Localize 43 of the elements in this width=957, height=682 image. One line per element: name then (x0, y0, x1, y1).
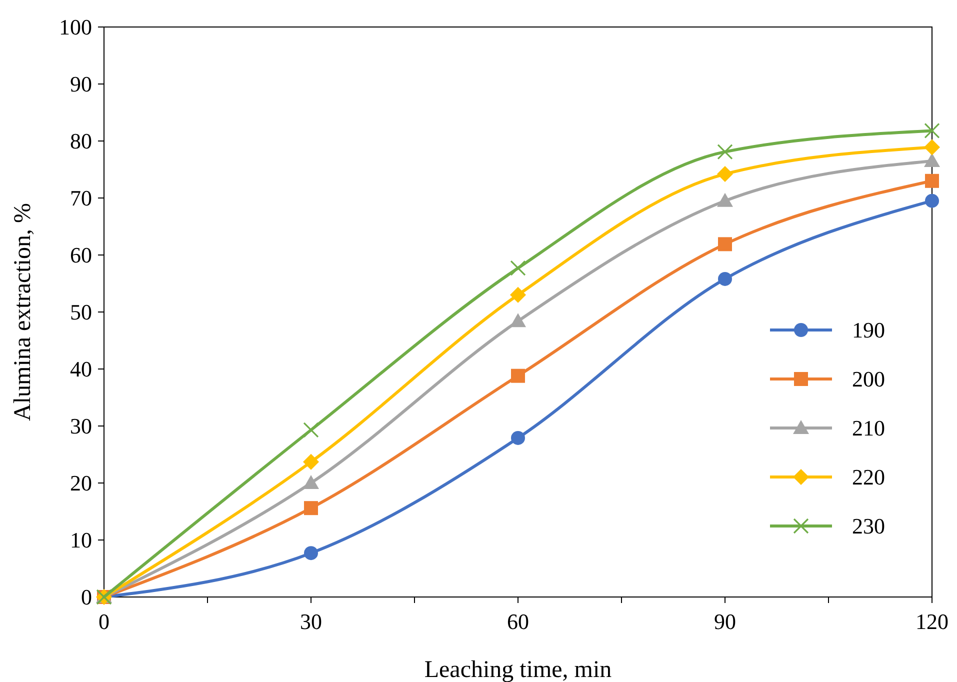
point (718, 272, 732, 286)
point (511, 368, 525, 383)
point (717, 166, 733, 182)
point (925, 174, 939, 188)
point (511, 430, 525, 445)
y-tick-label: 40 (70, 356, 92, 382)
point (510, 286, 526, 303)
point (510, 313, 526, 328)
point (304, 546, 318, 560)
x-tick-label: 90 (714, 609, 736, 634)
y-tick-label: 100 (59, 14, 92, 40)
legend-label: 190 (852, 318, 885, 343)
x-tick-label: 30 (300, 609, 322, 634)
legend-label: 210 (852, 416, 885, 441)
point (510, 260, 526, 276)
point (925, 194, 939, 208)
x-tick-label: 0 (98, 609, 110, 634)
point (718, 237, 732, 252)
point (303, 454, 319, 470)
y-tick-label: 80 (70, 128, 92, 154)
y-tick-label: 30 (70, 414, 92, 439)
point (924, 139, 940, 156)
y-tick-label: 50 (70, 300, 92, 325)
point (303, 422, 319, 438)
point (304, 501, 318, 516)
y-tick-label: 20 (70, 470, 92, 496)
point (924, 152, 940, 167)
point (717, 192, 733, 207)
point (717, 144, 733, 160)
y-tick-label: 10 (70, 528, 92, 553)
y-tick-label: 60 (70, 242, 92, 268)
legend-label: 200 (852, 366, 885, 392)
y-tick-label: 70 (70, 186, 92, 211)
x-tick-label: 60 (507, 609, 529, 634)
point (303, 475, 319, 489)
x-axis-title: Leaching time, min (424, 657, 612, 682)
x-tick-label: 120 (916, 609, 948, 634)
legend-label: 230 (852, 514, 885, 539)
y-axis-title: Alumina extraction, % (10, 203, 36, 421)
y-tick-label: 0 (81, 584, 92, 610)
legend-label: 220 (852, 464, 885, 490)
point (924, 122, 940, 139)
y-tick-label: 90 (70, 72, 92, 97)
